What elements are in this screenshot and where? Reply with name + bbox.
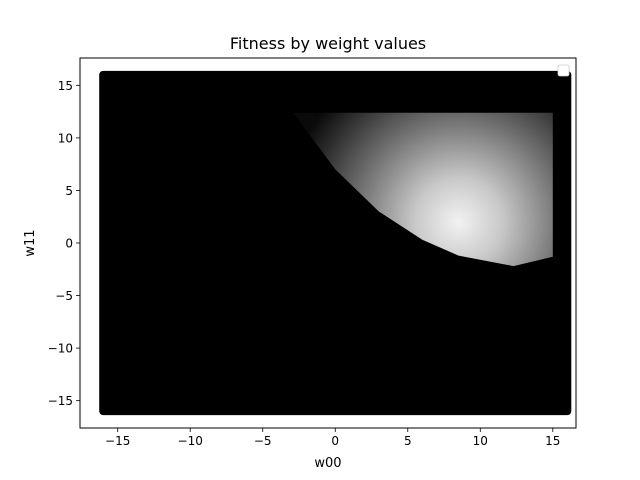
y-tick-label: 5 bbox=[65, 184, 73, 198]
x-axis: −15 −10 −5 0 5 10 15 bbox=[105, 428, 560, 448]
x-tick-label: −10 bbox=[178, 434, 203, 448]
y-axis: −15 −10 −5 0 5 10 15 bbox=[48, 79, 80, 408]
high-fitness-region bbox=[293, 112, 553, 267]
legend-box bbox=[557, 64, 570, 77]
y-tick-label: −15 bbox=[48, 394, 73, 408]
x-tick-label: 0 bbox=[331, 434, 339, 448]
plot-area bbox=[99, 70, 572, 416]
y-tick-label: −10 bbox=[48, 342, 73, 356]
y-tick-label: 0 bbox=[65, 237, 73, 251]
x-tick-label: −15 bbox=[105, 434, 130, 448]
x-tick-label: 10 bbox=[473, 434, 488, 448]
x-tick-label: 5 bbox=[404, 434, 412, 448]
y-tick-label: 15 bbox=[58, 79, 73, 93]
y-axis-label: w11 bbox=[23, 229, 38, 256]
x-tick-label: −5 bbox=[254, 434, 272, 448]
y-tick-label: 10 bbox=[58, 131, 73, 145]
y-tick-label: −5 bbox=[55, 289, 73, 303]
chart-title: Fitness by weight values bbox=[230, 34, 426, 53]
x-tick-label: 15 bbox=[545, 434, 560, 448]
x-axis-label: w00 bbox=[314, 456, 341, 471]
